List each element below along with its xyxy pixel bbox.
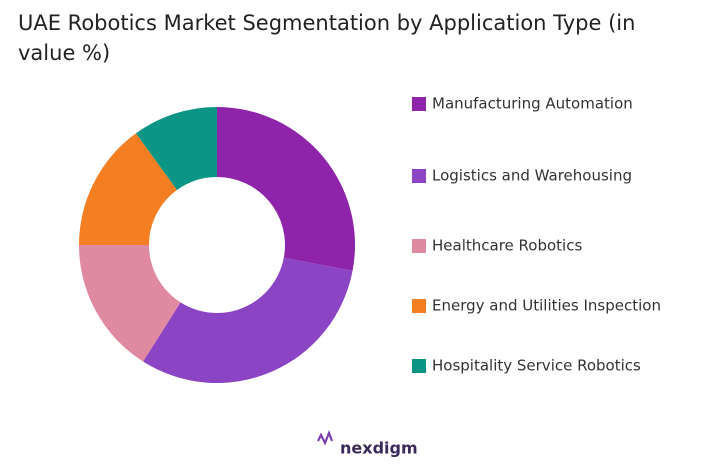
legend-swatch <box>412 359 426 373</box>
donut-segment <box>79 133 178 245</box>
donut-segment <box>143 257 353 383</box>
legend-label: Logistics and Warehousing <box>432 167 632 185</box>
donut-segment <box>217 107 355 271</box>
legend-swatch <box>412 299 426 313</box>
legend-label: Hospitality Service Robotics <box>432 357 641 375</box>
legend-label: Energy and Utilities Inspection <box>432 297 661 315</box>
donut-segment <box>79 245 181 362</box>
legend-swatch <box>412 169 426 183</box>
legend-swatch <box>412 97 426 111</box>
legend-label: Healthcare Robotics <box>432 237 582 255</box>
legend-swatch <box>412 239 426 253</box>
chart-title: UAE Robotics Market Segmentation by Appl… <box>18 11 636 65</box>
donut-segment <box>135 107 217 190</box>
legend-label: Manufacturing Automation <box>432 95 633 113</box>
logo-icon <box>317 429 334 446</box>
logo-text: nexdigm <box>340 439 418 458</box>
